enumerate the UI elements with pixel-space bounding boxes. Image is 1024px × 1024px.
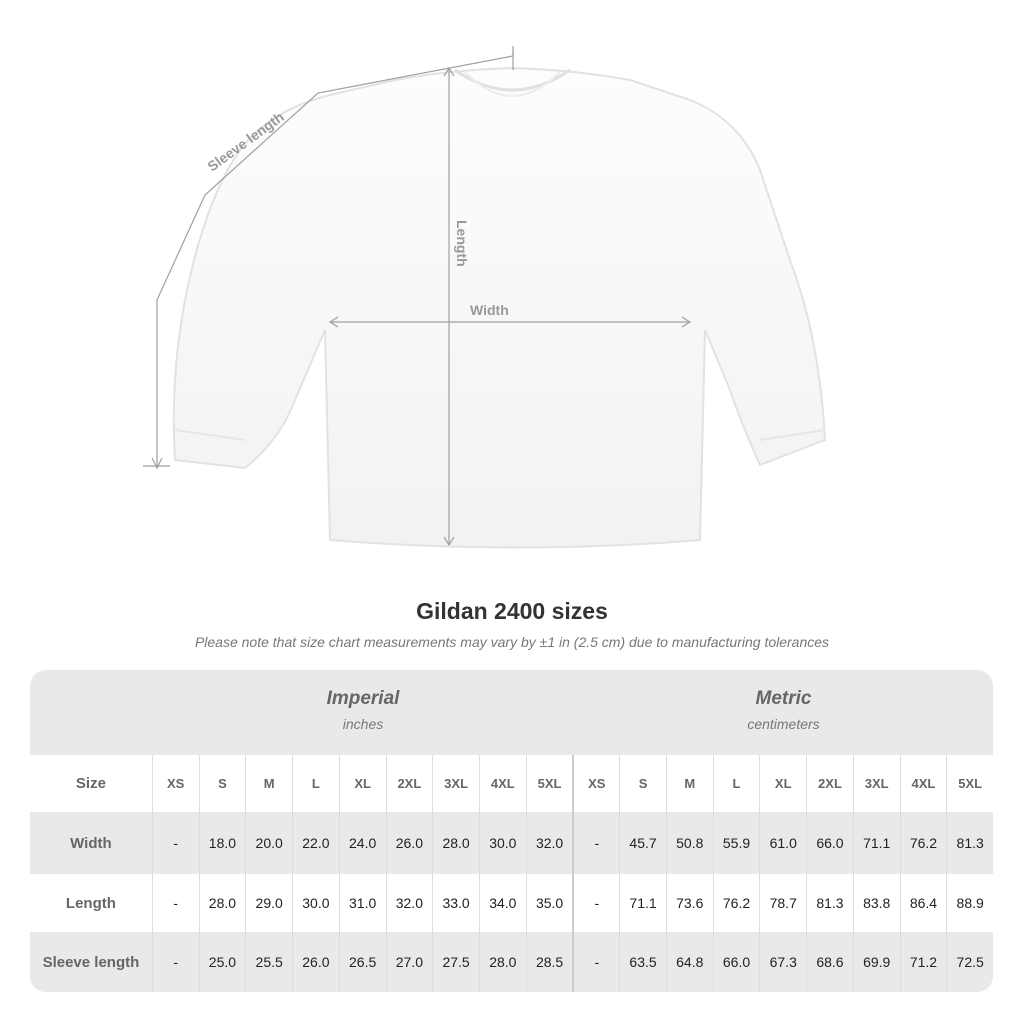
imperial-cell: 18.0	[198, 812, 246, 874]
metric-cell: XL	[759, 755, 806, 812]
metric-cell: M	[665, 755, 713, 812]
imperial-cell: 31.0	[338, 874, 386, 932]
long-sleeve-shirt-illustration	[172, 66, 827, 549]
imperial-cell: 28.5	[525, 932, 573, 992]
imperial-cell: 33.0	[432, 874, 479, 932]
row-label: Width	[70, 834, 112, 852]
metric-cell: 83.8	[852, 874, 900, 932]
imperial-cell: 34.0	[478, 874, 526, 932]
metric-cell: 61.0	[759, 812, 806, 874]
metric-header: Metric centimeters	[574, 670, 993, 755]
width-label: Width	[470, 302, 509, 318]
metric-cell: 72.5	[946, 932, 993, 992]
imperial-cell: 30.0	[478, 812, 526, 874]
imperial-cell: 4XL	[478, 755, 526, 812]
row-label: Sleeve length	[42, 953, 140, 971]
metric-cell: 69.9	[852, 932, 900, 992]
metric-cell: 45.7	[619, 812, 666, 874]
metric-cell: -	[572, 874, 619, 932]
metric-cell: 66.0	[806, 812, 853, 874]
metric-cell: 66.0	[712, 932, 760, 992]
imperial-cell: 24.0	[338, 812, 386, 874]
imperial-cell: -	[151, 812, 199, 874]
metric-cell: L	[712, 755, 760, 812]
metric-cell: 81.3	[806, 874, 853, 932]
tolerance-note: Please note that size chart measurements…	[194, 634, 830, 650]
metric-cell: 88.9	[946, 874, 993, 932]
metric-cell: 73.6	[665, 874, 713, 932]
metric-cell: 81.3	[946, 812, 993, 874]
imperial-cell: 28.0	[478, 932, 526, 992]
imperial-cell: 25.0	[198, 932, 246, 992]
imperial-cell: M	[245, 755, 292, 812]
metric-cell: 71.1	[619, 874, 666, 932]
metric-title: Metric	[755, 688, 812, 709]
imperial-cell: 35.0	[525, 874, 573, 932]
table-row: Width -18.0 20.0 22.0 24.0 26.0 28.0 30.0 32.0-4…	[30, 812, 993, 874]
imperial-cell: -	[151, 932, 199, 992]
imperial-cell: 32.0	[525, 812, 573, 874]
metric-cell: 2XL	[806, 755, 853, 812]
shirt-measurement-diagram: Sleeve length Length Width	[143, 46, 827, 549]
metric-cell: 50.8	[665, 812, 713, 874]
imperial-cell: 32.0	[385, 874, 433, 932]
metric-cell: 67.3	[759, 932, 806, 992]
metric-cell: 71.1	[852, 812, 900, 874]
imperial-cell: 28.0	[432, 812, 479, 874]
metric-cell: 5XL	[946, 755, 993, 812]
metric-cell: 76.2	[899, 812, 947, 874]
metric-cell: 64.8	[665, 932, 713, 992]
size-chart-table: Imperial inches Metric centimeters Size X…	[30, 670, 993, 992]
imperial-cell: 27.5	[432, 932, 479, 992]
imperial-cell: 27.0	[385, 932, 433, 992]
metric-cell: 71.2	[899, 932, 947, 992]
imperial-cell: 20.0	[245, 812, 292, 874]
imperial-cell: 3XL	[432, 755, 479, 812]
imperial-cell: L	[292, 755, 339, 812]
metric-cell: 55.9	[712, 812, 760, 874]
size-header-row: Size XS S M L XL 2XL 3XL 4XL 5XL XS S M L XL 2XL 3XL 4XL 5…	[30, 755, 993, 812]
imperial-cell: 30.0	[292, 874, 339, 932]
imperial-header: Imperial inches	[152, 670, 574, 755]
table-row: Length -28.0 29.0 30.0 31.0 32.0 33.0 34.0 35.0-…	[30, 874, 993, 932]
imperial-cell: 28.0	[198, 874, 246, 932]
metric-cell: 76.2	[712, 874, 760, 932]
imperial-cell: -	[151, 874, 199, 932]
table-row: Sleeve length -25.0 25.5 26.0 26.5 27.0 27.5 28…	[30, 932, 993, 992]
imperial-cell: 2XL	[385, 755, 433, 812]
imperial-cell: 29.0	[245, 874, 292, 932]
imperial-cell: XL	[338, 755, 386, 812]
metric-cell: S	[619, 755, 666, 812]
imperial-cell: 26.5	[338, 932, 386, 992]
imperial-cell: S	[198, 755, 246, 812]
metric-cell: -	[572, 932, 619, 992]
metric-cell: 4XL	[899, 755, 947, 812]
imperial-cell: 25.5	[245, 932, 292, 992]
metric-cell: -	[572, 812, 619, 874]
metric-cell: 3XL	[852, 755, 900, 812]
imperial-cell: 5XL	[525, 755, 573, 812]
metric-unit: centimeters	[747, 716, 820, 732]
metric-cell: 78.7	[759, 874, 806, 932]
imperial-cell: 26.0	[292, 932, 339, 992]
metric-cell: 68.6	[806, 932, 853, 992]
metric-cell: XS	[572, 755, 619, 812]
page-title: Gildan 2400 sizes	[416, 598, 608, 624]
imperial-cell: XS	[151, 755, 199, 812]
imperial-cell: 22.0	[292, 812, 339, 874]
row-label: Size	[75, 775, 106, 792]
metric-cell: 86.4	[899, 874, 947, 932]
imperial-title: Imperial	[326, 688, 400, 709]
metric-cell: 63.5	[619, 932, 666, 992]
measurement-lines	[143, 46, 692, 547]
row-label: Length	[65, 894, 116, 912]
imperial-unit: inches	[342, 716, 384, 732]
length-label: Length	[454, 220, 470, 267]
imperial-cell: 26.0	[385, 812, 433, 874]
